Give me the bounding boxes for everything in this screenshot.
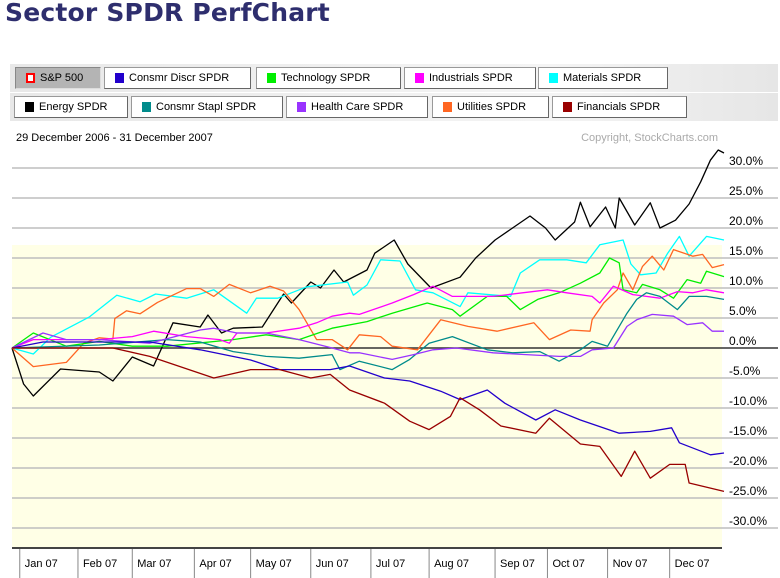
y-tick-label: -5.0% <box>729 364 761 378</box>
series-toggle-row-1: S&P 500 Consmr Discr SPDR Technology SPDR I… <box>10 64 778 92</box>
toggle-label: Technology SPDR <box>281 72 371 84</box>
toggle-label: Materials SPDR <box>563 72 642 84</box>
series-line-technology-spdr <box>11 257 725 349</box>
toggle-s-p-500[interactable]: S&P 500 <box>15 67 101 89</box>
toggle-label: Consmr Discr SPDR <box>129 72 230 84</box>
color-swatch-icon <box>267 73 276 83</box>
color-swatch-icon <box>25 102 34 112</box>
toggle-label: Financials SPDR <box>577 101 661 113</box>
toggle-consmr-stapl-spdr[interactable]: Consmr Stapl SPDR <box>131 96 283 118</box>
x-tick-label: Feb 07 <box>83 558 117 570</box>
y-tick-label: -25.0% <box>729 484 767 498</box>
color-swatch-icon <box>549 73 558 83</box>
series-toggle-row-2: Energy SPDR Consmr Stapl SPDR Health Care … <box>10 93 778 121</box>
toggle-label: Health Care SPDR <box>311 101 404 113</box>
toggle-health-care-spdr[interactable]: Health Care SPDR <box>286 96 428 118</box>
plot-bg-upper <box>12 148 722 245</box>
y-tick-label: 20.0% <box>729 214 763 228</box>
y-tick-label: -30.0% <box>729 514 767 528</box>
color-swatch-icon <box>142 102 151 112</box>
y-tick-label: 30.0% <box>729 154 763 168</box>
toggle-label: Consmr Stapl SPDR <box>156 101 257 113</box>
x-tick-label: Jul 07 <box>376 558 405 570</box>
y-tick-label: -10.0% <box>729 394 767 408</box>
x-tick-label: Mar 07 <box>137 558 171 570</box>
color-swatch-icon <box>297 102 306 112</box>
toggle-technology-spdr[interactable]: Technology SPDR <box>256 67 401 89</box>
x-tick-label: Jun 07 <box>316 558 349 570</box>
x-tick-label: Apr 07 <box>199 558 231 570</box>
toggle-utilities-spdr[interactable]: Utilities SPDR <box>432 96 549 118</box>
series-line-health-care-spdr <box>11 313 724 361</box>
y-tick-label: -20.0% <box>729 454 767 468</box>
toggle-energy-spdr[interactable]: Energy SPDR <box>14 96 128 118</box>
page-title: Sector SPDR PerfChart <box>5 0 330 27</box>
color-swatch-icon <box>26 73 35 83</box>
y-tick-label: 0.0% <box>729 334 757 348</box>
toggle-label: S&P 500 <box>40 72 84 84</box>
y-tick-label: 15.0% <box>729 244 763 258</box>
x-tick-label: Aug 07 <box>434 558 469 570</box>
series-line-utilities-spdr <box>11 248 725 368</box>
x-tick-label: Dec 07 <box>675 558 710 570</box>
color-swatch-icon <box>443 102 452 112</box>
x-tick-label: May 07 <box>256 558 292 570</box>
series-line-consmr-stapl-spdr <box>11 292 725 371</box>
color-swatch-icon <box>563 102 572 112</box>
series-line-consmr-discr-spdr <box>11 341 725 456</box>
x-tick-label: Oct 07 <box>552 558 584 570</box>
color-swatch-icon <box>415 73 424 83</box>
toggle-materials-spdr[interactable]: Materials SPDR <box>538 67 668 89</box>
series-line-materials-spdr <box>11 235 725 355</box>
toggle-industrials-spdr[interactable]: Industrials SPDR <box>404 67 536 89</box>
color-swatch-icon <box>115 73 124 83</box>
y-tick-label: -15.0% <box>729 424 767 438</box>
toggle-label: Utilities SPDR <box>457 101 527 113</box>
toggle-financials-spdr[interactable]: Financials SPDR <box>552 96 687 118</box>
series-line-industrials-spdr <box>11 285 725 349</box>
x-tick-label: Sep 07 <box>500 558 535 570</box>
series-line-financials-spdr <box>12 347 725 493</box>
y-tick-label: 5.0% <box>729 304 757 318</box>
x-tick-label: Jan 07 <box>25 558 58 570</box>
copyright: Copyright, StockCharts.com <box>581 132 718 144</box>
toggle-consmr-discr-spdr[interactable]: Consmr Discr SPDR <box>104 67 251 89</box>
date-range: 29 December 2006 - 31 December 2007 <box>16 132 213 144</box>
toggle-label: Industrials SPDR <box>429 72 513 84</box>
y-tick-label: 10.0% <box>729 274 763 288</box>
toggle-label: Energy SPDR <box>39 101 108 113</box>
y-tick-label: 25.0% <box>729 184 763 198</box>
x-tick-label: Nov 07 <box>613 558 648 570</box>
